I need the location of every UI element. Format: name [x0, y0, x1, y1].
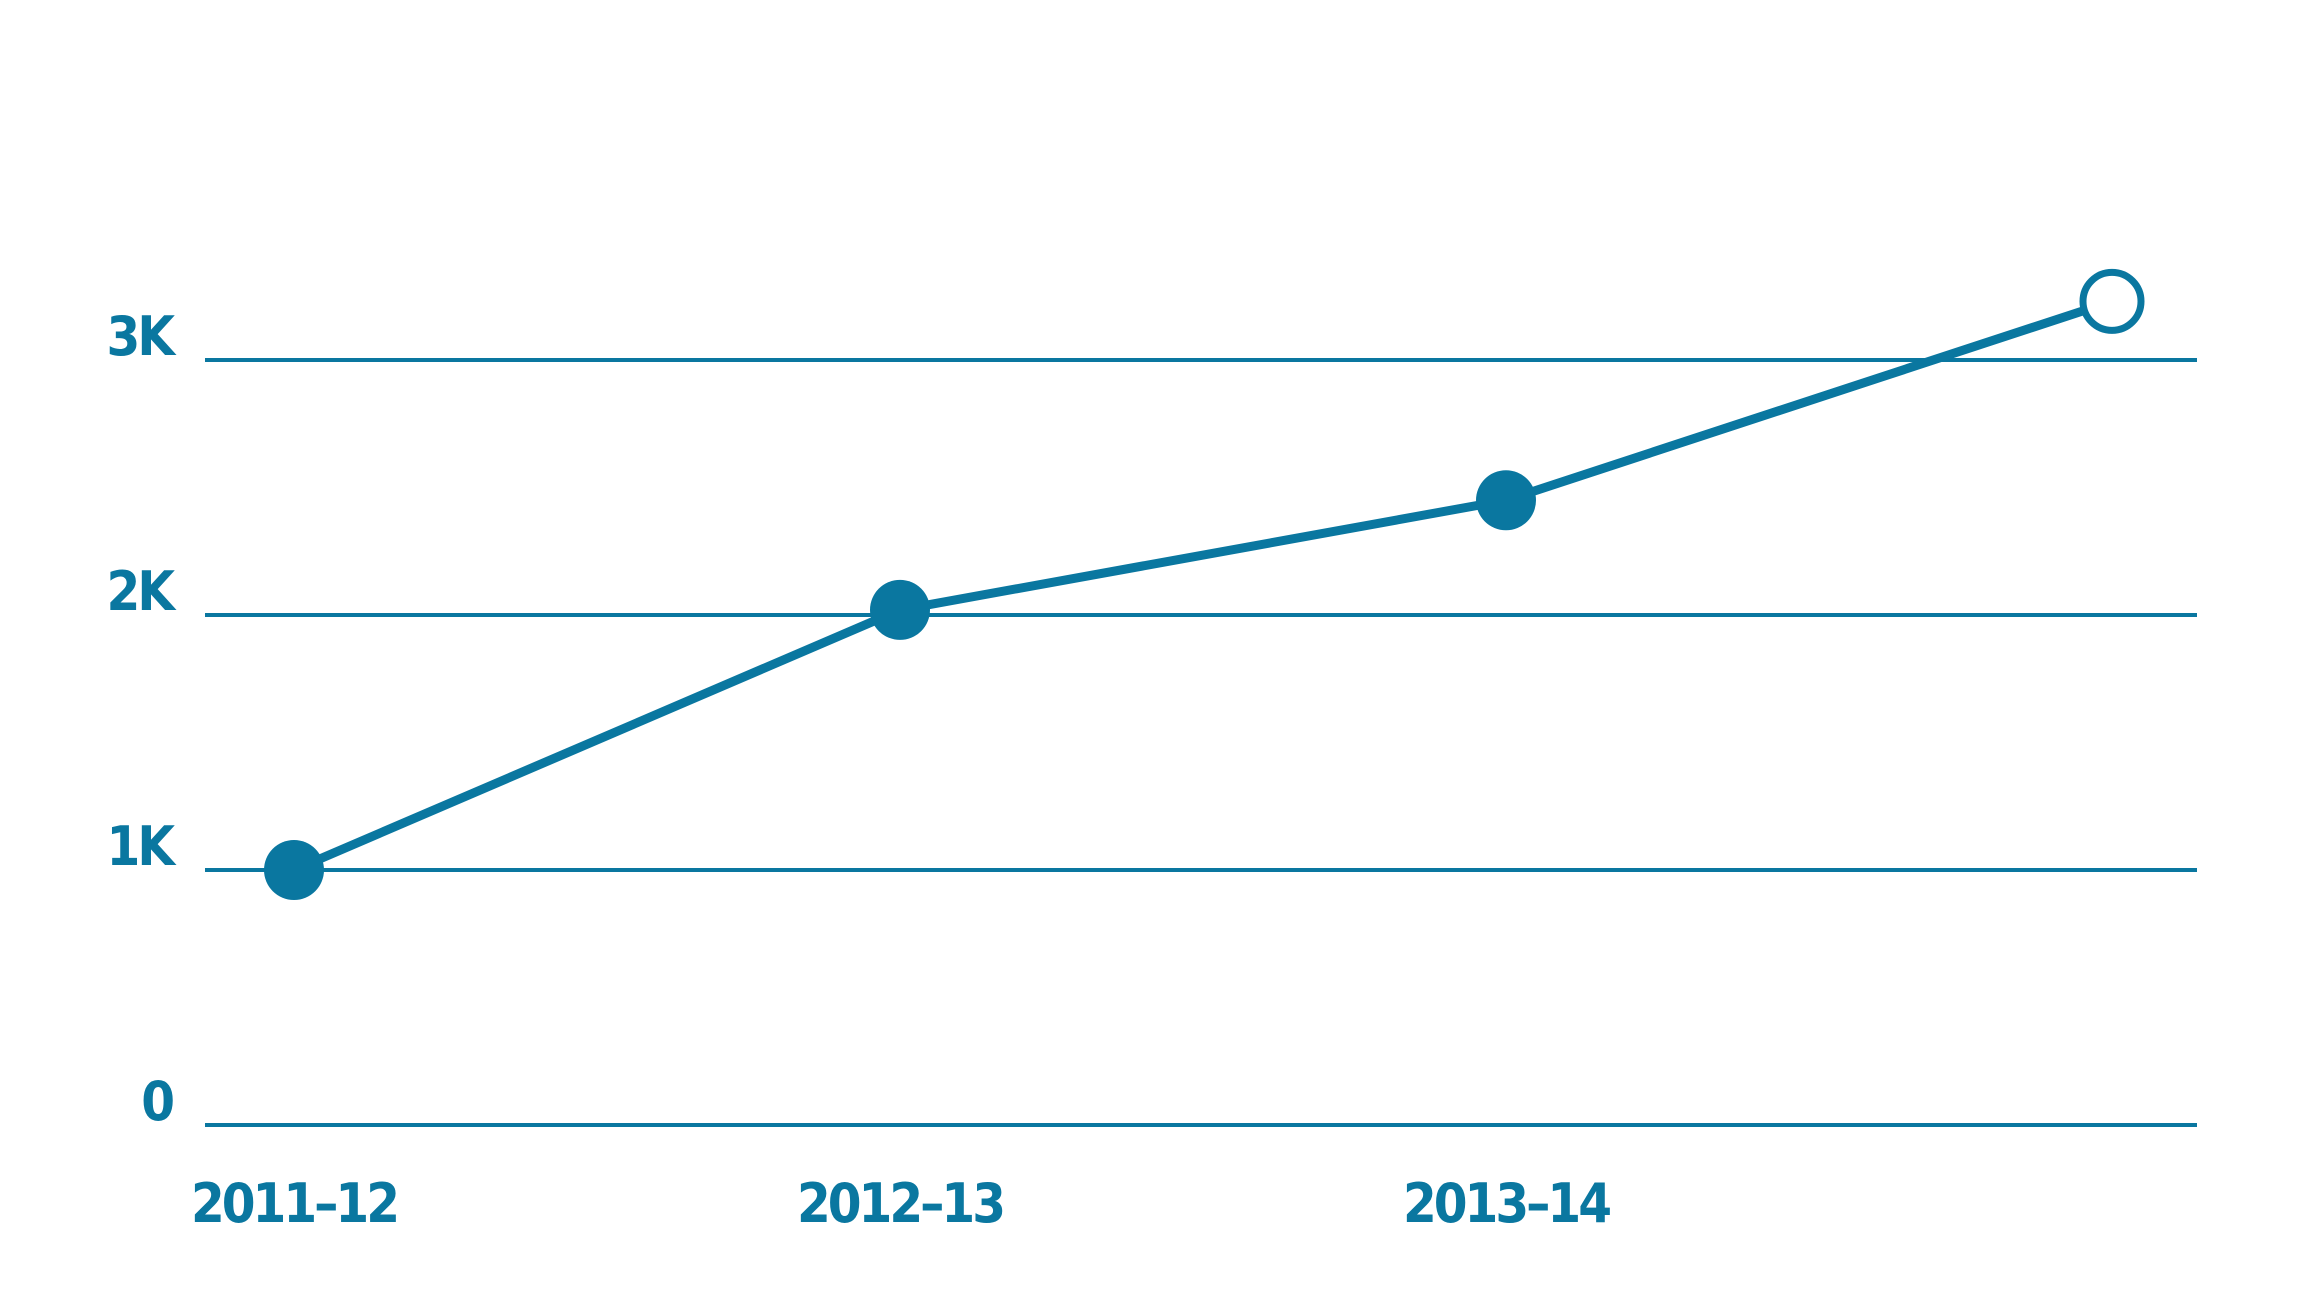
data-point	[264, 840, 324, 900]
data-point	[1476, 470, 1536, 531]
y-tick-label: 0	[141, 1070, 173, 1133]
series-line-0	[289, 296, 2117, 875]
x-tick-label: 2013–14	[1403, 1172, 1610, 1235]
x-tick-label: 2011–12	[191, 1172, 397, 1235]
y-axis-ticks: 0 1K 2K 3K	[107, 305, 181, 1133]
data-points	[264, 268, 2145, 900]
y-tick-label: 2K	[107, 560, 178, 623]
data-point-hollow	[2079, 268, 2145, 334]
x-tick-label: 2012–13	[797, 1172, 1003, 1235]
x-axis-ticks: 2011–12 2012–13 2013–14	[191, 1172, 1613, 1235]
y-tick-label: 3K	[107, 305, 178, 368]
series-line	[289, 296, 2117, 875]
y-tick-label: 1K	[107, 815, 178, 878]
data-point	[870, 579, 930, 640]
gridlines	[205, 358, 2197, 1127]
